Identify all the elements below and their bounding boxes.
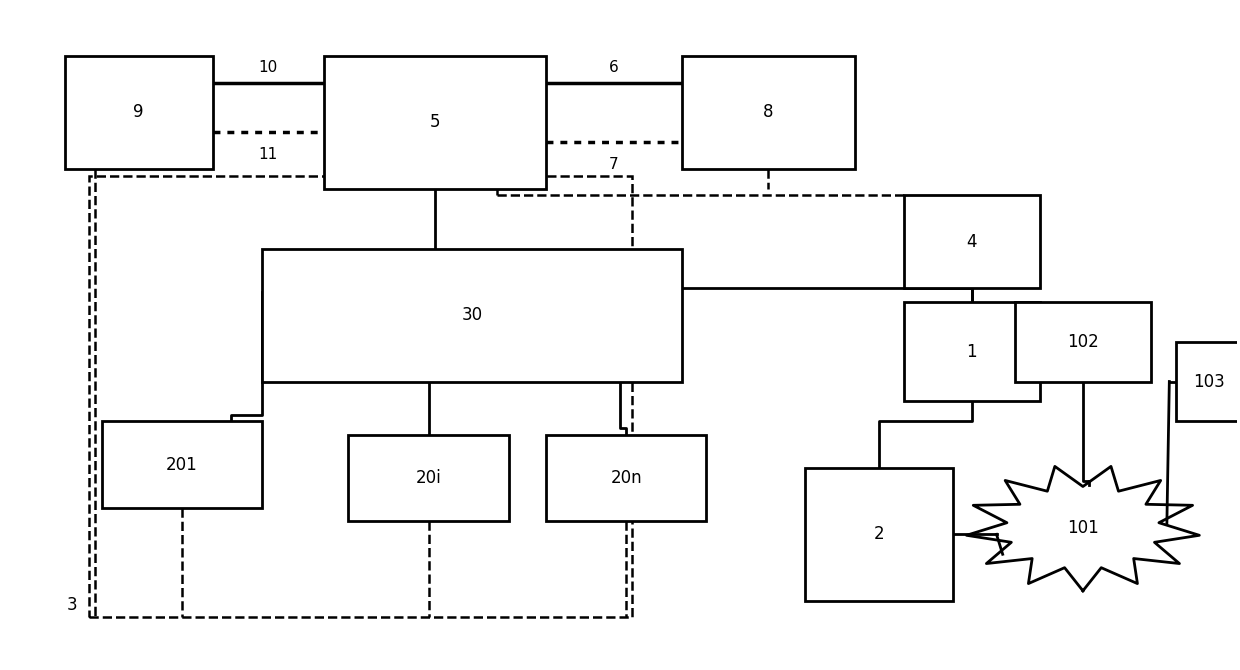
Text: 4: 4 <box>966 233 977 251</box>
Bar <box>262 249 682 381</box>
Text: 6: 6 <box>609 60 619 74</box>
Bar <box>546 435 707 521</box>
Text: 10: 10 <box>259 60 278 74</box>
Polygon shape <box>966 466 1199 591</box>
Text: 101: 101 <box>1068 519 1099 537</box>
Bar <box>102 421 262 508</box>
Text: 8: 8 <box>763 103 774 121</box>
Bar <box>64 56 212 169</box>
Text: 11: 11 <box>259 147 278 162</box>
Text: 3: 3 <box>66 596 77 614</box>
Bar <box>1016 302 1151 381</box>
Bar <box>904 302 1039 401</box>
Bar <box>682 56 854 169</box>
Bar <box>904 196 1039 289</box>
Text: 5: 5 <box>429 113 440 131</box>
Text: 9: 9 <box>134 103 144 121</box>
Text: 103: 103 <box>1194 373 1225 391</box>
Text: 2: 2 <box>874 525 884 543</box>
Text: 20i: 20i <box>415 469 441 487</box>
Bar <box>1176 342 1240 421</box>
Text: 201: 201 <box>166 456 197 474</box>
Text: 1: 1 <box>966 342 977 360</box>
Text: 7: 7 <box>609 157 619 172</box>
Text: 20n: 20n <box>610 469 642 487</box>
Bar <box>324 56 546 189</box>
Bar <box>805 468 954 601</box>
Bar <box>348 435 508 521</box>
Bar <box>89 176 632 617</box>
Text: 102: 102 <box>1068 332 1099 350</box>
Text: 30: 30 <box>461 306 482 324</box>
